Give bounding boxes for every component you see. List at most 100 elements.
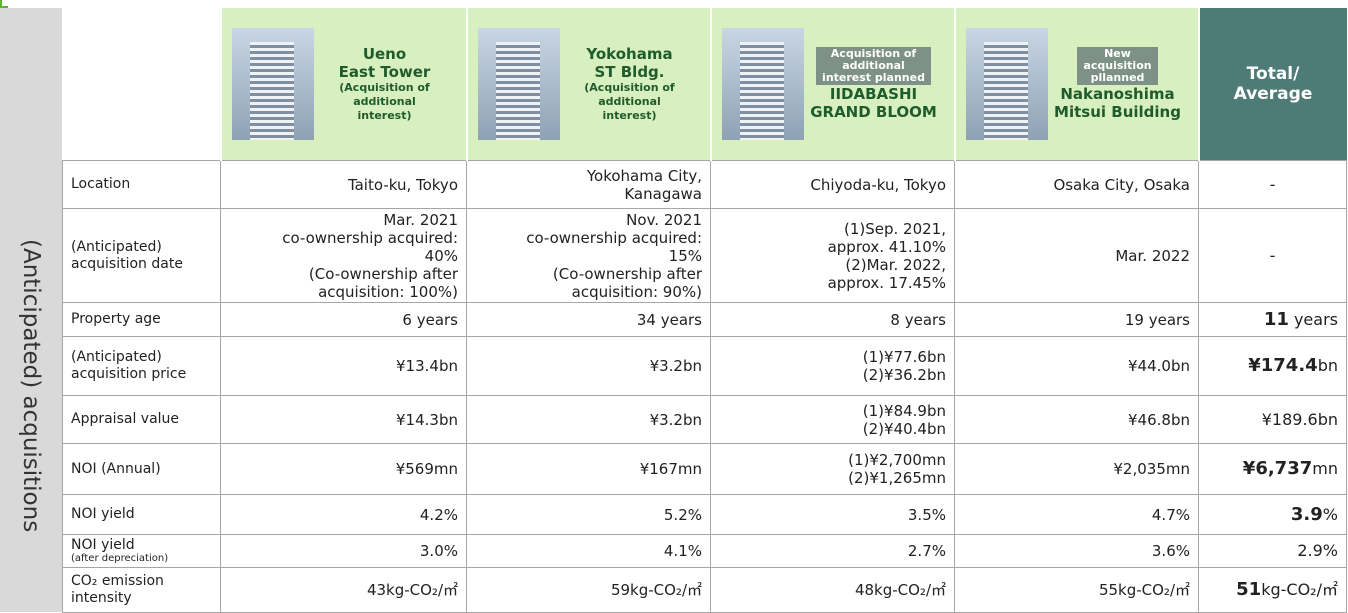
data-row: (Anticipated) acquisition date Mar. 2021 … [62,208,1347,303]
total-header: Total/ Average [1198,8,1347,161]
value-cell: 8 years [710,302,955,337]
data-row: CO₂ emission intensity 43kg-CO₂/㎡ 59kg-CO₂… [62,567,1347,613]
header-content: Yokohama ST Bldg. (Acquisition of additio… [468,8,710,160]
total-unit: mn [1312,459,1338,479]
value-cell: 4.2% [220,494,467,535]
value-cell: ¥167mn [466,443,711,495]
label-note: (after depreciation) [71,553,169,565]
value-cell: 59kg-CO₂/㎡ [466,567,711,613]
label-text: CO₂ emission intensity [71,573,164,606]
side-label: (Anticipated) acquisitions [18,239,44,533]
value-cell: ¥569mn [220,443,467,495]
header-content: Ueno East Tower (Acquisition of additiona… [222,8,466,160]
total-bold: ¥6,737 [1242,458,1313,480]
total-bold: 3.9 [1290,503,1323,525]
value-cell: (1)¥2,700mn (2)¥1,265mn [710,443,955,495]
property-header: Yokohama ST Bldg. (Acquisition of additio… [465,8,712,161]
property-name: Ueno East Tower [338,45,431,82]
label-text: (Anticipated) acquisition price [71,349,187,382]
value-cell: 34 years [466,302,711,337]
total-bold: ¥174.4 [1248,355,1318,377]
label-text: Location [71,176,131,193]
value-cell: 43kg-CO₂/㎡ [220,567,467,613]
row-label: Property age [62,302,221,337]
total-cell: - [1198,208,1347,303]
label-text: NOI (Annual) [71,460,161,477]
value-cell: Nov. 2021 co-ownership acquired: 15% (Co… [466,208,711,303]
value-cell: ¥2,035mn [954,443,1199,495]
property-name: Nakanoshima Mitsui Building [1054,85,1181,122]
side-label-box: (Anticipated) acquisitions [0,160,62,612]
row-label: NOI (Annual) [62,443,221,495]
value-cell: 4.7% [954,494,1199,535]
total-cell: ¥189.6bn [1198,395,1347,444]
property-name: Yokohama ST Bldg. [586,45,673,82]
header-text: Yokohama ST Bldg. (Acquisition of additio… [560,45,700,122]
label-text: (Anticipated) acquisition date [71,238,183,272]
value-cell: 4.1% [466,534,711,568]
value-cell: Yokohama City, Kanagawa [466,160,711,209]
total-text: - [1269,245,1276,265]
value-cell: Osaka City, Osaka [954,160,1199,209]
data-row: NOI (Annual) ¥569mn ¥167mn (1)¥2,700mn (2)¥… [62,443,1347,495]
value-cell: ¥14.3bn [220,395,467,444]
total-cell: ¥174.4bn [1198,336,1347,396]
property-note: (Acquisition of additional interest) [339,81,430,122]
row-label: NOI yield [62,494,221,535]
total-text: - [1269,174,1276,194]
property-header: Acquisition of additional interest plann… [709,8,956,161]
acquisition-table: Ueno East Tower (Acquisition of additiona… [62,8,1347,613]
property-name: IIDABASHI GRAND BLOOM [810,85,937,122]
value-cell: Mar. 2022 [954,208,1199,303]
label-text: Appraisal value [71,411,180,428]
total-cell: 2.9% [1198,534,1347,568]
data-row: Location Taito-ku, Tokyo Yokohama City, Ka… [62,160,1347,209]
label-text: NOI yield [71,536,135,553]
plan-badge: New acquisition pllanned [1077,46,1158,86]
label-text: NOI yield [71,506,135,523]
property-photo [231,28,314,140]
row-label: (Anticipated) acquisition price [62,336,221,396]
value-cell: (1)Sep. 2021, approx. 41.10% (2)Mar. 202… [710,208,955,303]
total-cell: ¥6,737mn [1198,443,1347,495]
data-row: NOI yield (after depreciation) 3.0% 4.1% 2.7… [62,534,1347,568]
total-cell: 51kg-CO₂/㎡ [1198,567,1347,613]
property-note: (Acquisition of additional interest) [584,81,675,122]
header-text: New acquisition pllanned Nakanoshima Mits… [1048,46,1188,122]
value-cell: 3.6% [954,534,1199,568]
plan-badge: Acquisition of additional interest plann… [816,46,931,86]
row-label: Appraisal value [62,395,221,444]
data-row: NOI yield 4.2% 5.2% 3.5% 4.7% 3.9% [62,494,1347,535]
header-content: Acquisition of additional interest plann… [712,8,954,160]
label-text: Property age [71,311,161,328]
side-band [0,8,62,612]
total-unit: bn [1317,356,1338,376]
value-cell: ¥3.2bn [466,395,711,444]
row-label: Location [62,160,221,209]
total-unit: % [1322,504,1338,524]
data-row: Property age 6 years 34 years 8 years 19 yea… [62,302,1347,337]
value-cell: Chiyoda-ku, Tokyo [710,160,955,209]
header-row: Ueno East Tower (Acquisition of additiona… [62,8,1347,161]
value-cell: 19 years [954,302,1199,337]
value-cell: 3.5% [710,494,955,535]
row-label: (Anticipated) acquisition date [62,208,221,303]
header-text: Ueno East Tower (Acquisition of additiona… [314,45,456,122]
total-cell: - [1198,160,1347,209]
value-cell: (1)¥84.9bn (2)¥40.4bn [710,395,955,444]
data-row: (Anticipated) acquisition price ¥13.4bn ¥3… [62,336,1347,396]
value-cell: ¥3.2bn [466,336,711,396]
property-photo [965,28,1048,140]
blank-cell [62,8,221,161]
total-text: 2.9% [1297,541,1338,561]
total-bold: 51 [1236,579,1262,601]
property-header: Ueno East Tower (Acquisition of additiona… [219,8,468,161]
row-label: CO₂ emission intensity [62,567,221,613]
value-cell: 6 years [220,302,467,337]
total-unit: kg-CO₂/㎡ [1261,580,1338,600]
value-cell: ¥13.4bn [220,336,467,396]
value-cell: Mar. 2021 co-ownership acquired: 40% (Co… [220,208,467,303]
value-cell: 2.7% [710,534,955,568]
total-unit: years [1288,309,1338,329]
